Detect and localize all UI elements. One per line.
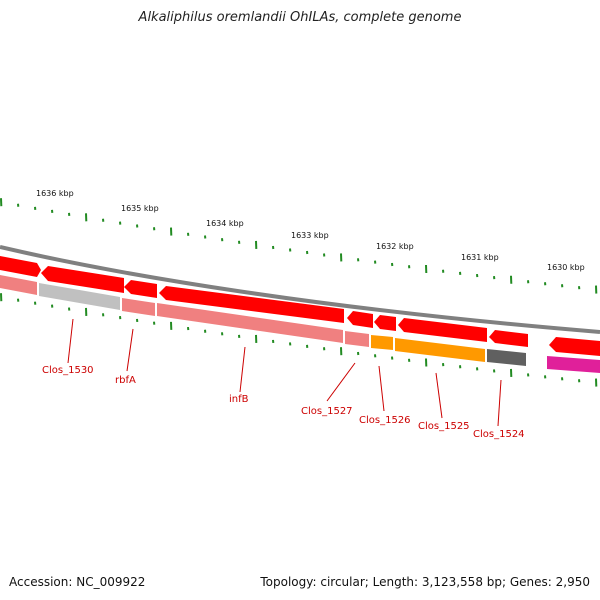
scale-label-1631: 1631 kbp [461, 253, 499, 262]
scale-label-1634: 1634 kbp [206, 219, 244, 228]
cds-arrow[interactable] [374, 315, 396, 331]
gene-label-infb[interactable]: infB [229, 394, 249, 405]
cds-arrow[interactable] [41, 266, 124, 293]
leader-clos-1527 [326, 362, 356, 402]
leader-rbfa [126, 328, 134, 372]
label-leader-lines [67, 318, 502, 427]
gene-labels: Clos_1530 rbfA infB Clos_1527 Clos_1526 … [42, 365, 525, 440]
scale-label-1632: 1632 kbp [376, 242, 414, 251]
scale-label-1636: 1636 kbp [36, 189, 74, 198]
gene-feature-row [0, 275, 600, 373]
cds-arrow[interactable] [398, 318, 487, 342]
gene-bar-clos-1530[interactable] [39, 283, 120, 310]
gene-bar-clos-1526[interactable] [371, 335, 393, 350]
cds-arrow[interactable] [0, 256, 41, 277]
gene-bar-infb[interactable] [157, 303, 343, 343]
gene-label-clos-1527[interactable]: Clos_1527 [301, 406, 353, 417]
genome-summary-text: Topology: circular; Length: 3,123,558 bp… [260, 575, 590, 589]
cds-feature-row [0, 256, 600, 356]
cds-arrow[interactable] [124, 280, 157, 298]
cds-arrow[interactable] [549, 337, 600, 356]
leader-clos-1530 [67, 318, 74, 364]
gene-bar-clos-1525[interactable] [395, 338, 485, 362]
map-title: Alkaliphilus oremlandii OhILAs, complete… [138, 10, 462, 25]
scale-labels: 1636 kbp 1635 kbp 1634 kbp 1633 kbp 1632… [36, 189, 585, 272]
cds-arrow[interactable] [489, 330, 528, 347]
scale-label-1630: 1630 kbp [547, 263, 585, 272]
gene-label-clos-1525[interactable]: Clos_1525 [418, 421, 470, 432]
genome-backbone [0, 245, 600, 334]
gene-label-clos-1524[interactable]: Clos_1524 [473, 429, 525, 440]
cds-arrow[interactable] [347, 311, 373, 328]
gene-bar-rbfa[interactable] [122, 298, 155, 316]
gene-bar-clos-1524[interactable] [487, 349, 526, 366]
gene-bar-clos-1527[interactable] [345, 331, 369, 347]
cds-arrow[interactable] [159, 286, 344, 323]
inner-scale-ticks [0, 293, 598, 387]
leader-clos-1524 [497, 379, 502, 427]
scale-label-1635: 1635 kbp [121, 204, 159, 213]
gene-bar-next[interactable] [547, 356, 600, 373]
gene-bar-clos-1530-left[interactable] [0, 275, 37, 295]
scale-label-1633: 1633 kbp [291, 231, 329, 240]
gene-label-clos-1526[interactable]: Clos_1526 [359, 415, 411, 426]
outer-scale-ticks [0, 198, 598, 294]
leader-clos-1526 [378, 365, 385, 412]
leader-infb [239, 346, 246, 393]
gene-label-rbfa[interactable]: rbfA [115, 375, 136, 386]
accession-text: Accession: NC_009922 [9, 575, 146, 589]
leader-clos-1525 [435, 372, 443, 419]
gene-label-clos-1530[interactable]: Clos_1530 [42, 365, 94, 376]
